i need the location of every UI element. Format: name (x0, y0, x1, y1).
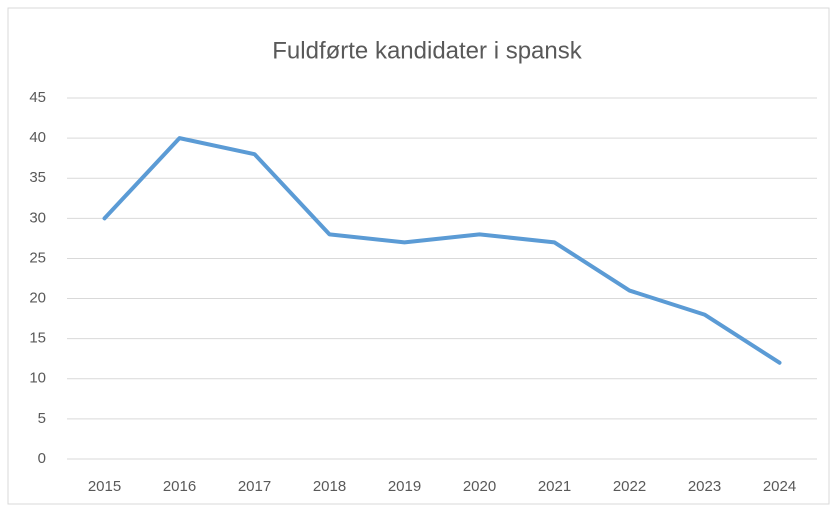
y-tick-label: 20 (29, 290, 46, 307)
y-tick-label: 25 (29, 249, 46, 266)
x-tick-label: 2017 (238, 478, 271, 495)
data-line (102, 136, 782, 365)
y-tick-label: 45 (29, 89, 46, 106)
y-tick-label: 0 (38, 450, 46, 467)
y-tick-label: 10 (29, 370, 46, 387)
x-tick-label: 2020 (463, 478, 496, 495)
x-tick-label: 2024 (763, 478, 796, 495)
x-tick-label: 2018 (313, 478, 346, 495)
y-tick-label: 30 (29, 209, 46, 226)
y-tick-label: 35 (29, 169, 46, 186)
x-tick-label: 2023 (688, 478, 721, 495)
y-tick-label: 40 (29, 129, 46, 146)
x-tick-label: 2015 (88, 478, 121, 495)
chart-title: Fuldførte kandidater i spansk (272, 37, 582, 64)
x-tick-label: 2019 (388, 478, 421, 495)
x-tick-label: 2016 (163, 478, 196, 495)
x-tick-label: 2022 (613, 478, 646, 495)
chart-frame (7, 7, 830, 505)
y-tick-label: 5 (38, 410, 46, 427)
y-tick-label: 15 (29, 330, 46, 347)
x-tick-label: 2021 (538, 478, 571, 495)
